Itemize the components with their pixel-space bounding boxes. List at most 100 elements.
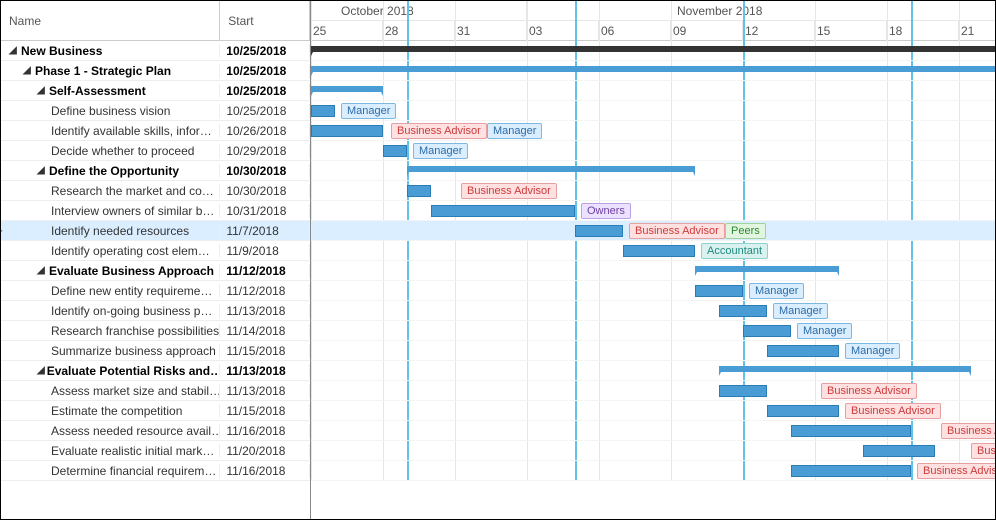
task-start-cell[interactable]: 11/12/2018: [220, 264, 310, 278]
summary-bar[interactable]: [695, 266, 839, 272]
chart-row[interactable]: [311, 61, 995, 81]
task-row[interactable]: Interview owners of similar b…10/31/2018: [1, 201, 310, 221]
task-start-cell[interactable]: 10/26/2018: [220, 124, 310, 138]
resource-tag[interactable]: Business Advisor: [461, 183, 557, 199]
task-name-cell[interactable]: Define new entity requireme…: [1, 284, 220, 298]
task-name-cell[interactable]: Research franchise possibilities: [1, 324, 220, 338]
task-row[interactable]: Identify on-going business p…11/13/2018: [1, 301, 310, 321]
timeline-chart[interactable]: October 2018November 2018 25283103060912…: [311, 1, 995, 519]
task-row[interactable]: Assess needed resource avail…11/16/2018: [1, 421, 310, 441]
chart-row[interactable]: [311, 41, 995, 61]
resource-tag[interactable]: Business Advisor: [821, 383, 917, 399]
chart-row[interactable]: Business Advisor: [311, 381, 995, 401]
task-row[interactable]: ▶Identify needed resources11/7/2018: [1, 221, 310, 241]
summary-bar[interactable]: [407, 166, 695, 172]
resource-tag[interactable]: Manager: [845, 343, 900, 359]
task-start-cell[interactable]: 11/14/2018: [220, 324, 310, 338]
task-start-cell[interactable]: 11/9/2018: [220, 244, 310, 258]
task-bar[interactable]: [719, 385, 767, 397]
task-name-cell[interactable]: Decide whether to proceed: [1, 144, 220, 158]
resource-tag[interactable]: Peers: [725, 223, 766, 239]
task-name-cell[interactable]: Research the market and co…: [1, 184, 220, 198]
task-name-cell[interactable]: Identify on-going business p…: [1, 304, 220, 318]
chart-row[interactable]: Manager: [311, 101, 995, 121]
resource-tag[interactable]: Manager: [797, 323, 852, 339]
chart-row[interactable]: Business A: [311, 441, 995, 461]
task-start-cell[interactable]: 11/16/2018: [220, 464, 310, 478]
task-start-cell[interactable]: 11/16/2018: [220, 424, 310, 438]
expand-icon[interactable]: ◢: [9, 45, 19, 56]
task-row[interactable]: Evaluate realistic initial mark…11/20/20…: [1, 441, 310, 461]
task-bar[interactable]: [407, 185, 431, 197]
task-start-cell[interactable]: 10/29/2018: [220, 144, 310, 158]
task-bar[interactable]: [791, 425, 911, 437]
chart-row[interactable]: Manager: [311, 281, 995, 301]
task-bar[interactable]: [575, 225, 623, 237]
task-bar[interactable]: [791, 465, 911, 477]
task-row[interactable]: ◢Define the Opportunity10/30/2018: [1, 161, 310, 181]
task-name-cell[interactable]: ◢Self-Assessment: [1, 84, 220, 98]
chart-row[interactable]: Manager: [311, 341, 995, 361]
resource-tag[interactable]: Business A: [971, 443, 995, 459]
task-name-cell[interactable]: ◢Evaluate Business Approach: [1, 264, 220, 278]
task-name-cell[interactable]: ◢New Business: [1, 44, 220, 58]
task-name-cell[interactable]: ◢Phase 1 - Strategic Plan: [1, 64, 220, 78]
task-row[interactable]: Summarize business approach11/15/2018: [1, 341, 310, 361]
task-row[interactable]: Research franchise possibilities11/14/20…: [1, 321, 310, 341]
task-name-cell[interactable]: ◢Evaluate Potential Risks and…: [1, 364, 220, 378]
chart-row[interactable]: [311, 261, 995, 281]
summary-bar[interactable]: [719, 366, 971, 372]
task-name-cell[interactable]: Identify operating cost elem…: [1, 244, 220, 258]
expand-icon[interactable]: ◢: [37, 365, 45, 376]
task-name-cell[interactable]: Assess needed resource avail…: [1, 424, 220, 438]
task-start-cell[interactable]: 11/13/2018: [220, 364, 310, 378]
chart-row[interactable]: Manager: [311, 141, 995, 161]
resource-tag[interactable]: Manager: [487, 123, 542, 139]
summary-bar[interactable]: [311, 46, 995, 52]
task-start-cell[interactable]: 11/13/2018: [220, 304, 310, 318]
task-start-cell[interactable]: 10/25/2018: [220, 104, 310, 118]
resource-tag[interactable]: Owners: [581, 203, 631, 219]
summary-bar[interactable]: [311, 86, 383, 92]
task-row[interactable]: Identify operating cost elem…11/9/2018: [1, 241, 310, 261]
column-header-start[interactable]: Start: [220, 1, 310, 40]
task-bar[interactable]: [383, 145, 407, 157]
column-header-name[interactable]: Name: [1, 1, 220, 40]
task-row[interactable]: Determine financial requirem…11/16/2018: [1, 461, 310, 481]
task-row[interactable]: Decide whether to proceed10/29/2018: [1, 141, 310, 161]
task-bar[interactable]: [863, 445, 935, 457]
chart-row[interactable]: Business Advisor: [311, 421, 995, 441]
task-row[interactable]: Identify available skills, infor…10/26/2…: [1, 121, 310, 141]
resource-tag[interactable]: Business Advisor: [629, 223, 725, 239]
task-row[interactable]: ◢New Business10/25/2018: [1, 41, 310, 61]
task-row[interactable]: Define new entity requireme…11/12/2018: [1, 281, 310, 301]
task-start-cell[interactable]: 10/30/2018: [220, 164, 310, 178]
task-bar[interactable]: [767, 345, 839, 357]
task-start-cell[interactable]: 11/15/2018: [220, 404, 310, 418]
task-name-cell[interactable]: Summarize business approach: [1, 344, 220, 358]
task-name-cell[interactable]: Define business vision: [1, 104, 220, 118]
task-bar[interactable]: [431, 205, 575, 217]
resource-tag[interactable]: Manager: [773, 303, 828, 319]
task-row[interactable]: Research the market and co…10/30/2018: [1, 181, 310, 201]
task-row[interactable]: ◢Evaluate Potential Risks and…11/13/2018: [1, 361, 310, 381]
task-start-cell[interactable]: 11/7/2018: [220, 224, 310, 238]
resource-tag[interactable]: Manager: [413, 143, 468, 159]
task-name-cell[interactable]: ◢Define the Opportunity: [1, 164, 220, 178]
task-bar[interactable]: [743, 325, 791, 337]
resource-tag[interactable]: Business Advis: [917, 463, 995, 479]
chart-row[interactable]: Accountant: [311, 241, 995, 261]
task-start-cell[interactable]: 11/12/2018: [220, 284, 310, 298]
resource-tag[interactable]: Business Advisor: [391, 123, 487, 139]
expand-icon[interactable]: ◢: [23, 65, 33, 76]
chart-row[interactable]: [311, 161, 995, 181]
task-name-cell[interactable]: Identify needed resources: [1, 224, 220, 238]
task-row[interactable]: ◢Self-Assessment10/25/2018: [1, 81, 310, 101]
chart-row[interactable]: Business Advis: [311, 461, 995, 481]
task-start-cell[interactable]: 11/20/2018: [220, 444, 310, 458]
task-start-cell[interactable]: 10/30/2018: [220, 184, 310, 198]
chart-row[interactable]: Business Advisor: [311, 401, 995, 421]
task-start-cell[interactable]: 11/15/2018: [220, 344, 310, 358]
task-row[interactable]: ◢Phase 1 - Strategic Plan10/25/2018: [1, 61, 310, 81]
chart-row[interactable]: Manager: [311, 301, 995, 321]
